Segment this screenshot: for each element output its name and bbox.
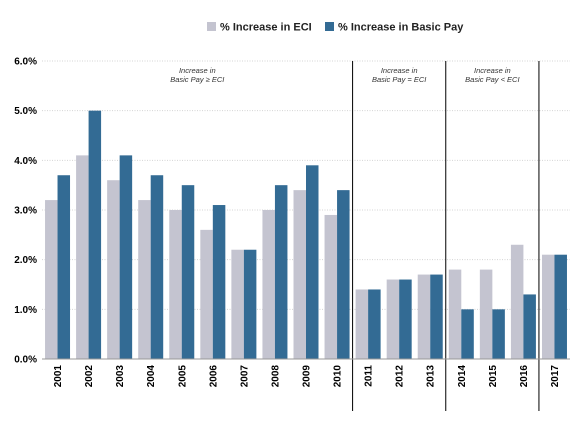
x-tick-label: 2013 bbox=[426, 365, 437, 388]
bar-basic-pay-2005 bbox=[181, 185, 195, 359]
x-tick-label: 2007 bbox=[239, 365, 250, 388]
bar-eci-2013 bbox=[417, 274, 431, 359]
x-tick-label: 2001 bbox=[53, 365, 64, 388]
bar-basic-pay-2011 bbox=[368, 289, 381, 359]
annotation-line2: Basic Pay < ECI bbox=[465, 75, 519, 84]
period-dividers bbox=[352, 61, 540, 411]
bar-eci-2011 bbox=[355, 289, 369, 359]
x-tick-label: 2009 bbox=[302, 365, 313, 388]
x-tick-label: 2002 bbox=[84, 365, 95, 388]
bar-basic-pay-2013 bbox=[430, 274, 443, 359]
annotation-line1: Increase in bbox=[474, 66, 511, 75]
legend-label: % Increase in Basic Pay bbox=[338, 22, 464, 34]
legend-swatch bbox=[207, 22, 216, 31]
bar-eci-2003 bbox=[107, 180, 120, 359]
x-axis: 2001 2002 2003 2004 2005 2006 2007 2008 2009 2010… bbox=[42, 358, 570, 388]
bar-eci-2016 bbox=[510, 244, 524, 359]
x-tick-label: 2008 bbox=[270, 365, 281, 388]
bar-basic-pay-2010 bbox=[337, 190, 350, 359]
x-tick-label: 2014 bbox=[457, 365, 468, 388]
bar-eci-2014 bbox=[448, 269, 462, 359]
y-tick-label: 4.0% bbox=[14, 156, 37, 167]
x-tick-label: 2004 bbox=[146, 365, 157, 388]
legend-label: % Increase in ECI bbox=[220, 22, 312, 34]
x-tick-label: 2010 bbox=[333, 365, 344, 388]
x-tick-label: 2017 bbox=[550, 365, 561, 388]
bar-basic-pay-2009 bbox=[306, 165, 319, 359]
y-tick-label: 2.0% bbox=[14, 255, 37, 266]
bar-eci-2009 bbox=[293, 190, 306, 359]
bar-basic-pay-2004 bbox=[150, 175, 164, 359]
x-tick-label: 2015 bbox=[488, 365, 499, 388]
bar-basic-pay-2015 bbox=[492, 309, 505, 359]
bar-basic-pay-2017 bbox=[554, 254, 567, 359]
bar-basic-pay-2003 bbox=[119, 155, 133, 359]
bars bbox=[45, 110, 567, 360]
y-axis: 0.0% 1.0% 2.0% 3.0% 4.0% 5.0% 6.0% bbox=[14, 57, 37, 366]
bar-basic-pay-2012 bbox=[399, 279, 412, 359]
x-tick-label: 2005 bbox=[177, 365, 188, 388]
y-tick-label: 0.0% bbox=[14, 355, 37, 366]
legend-swatch bbox=[325, 22, 334, 31]
bar-basic-pay-2016 bbox=[523, 294, 536, 359]
annotation-line2: Basic Pay ≥ ECI bbox=[170, 75, 224, 84]
bar-eci-2007 bbox=[231, 249, 244, 359]
bar-eci-2005 bbox=[169, 210, 182, 359]
y-tick-label: 1.0% bbox=[14, 305, 37, 316]
x-tick-label: 2016 bbox=[519, 365, 530, 388]
x-tick-label: 2012 bbox=[395, 365, 406, 388]
bar-basic-pay-2014 bbox=[461, 309, 474, 359]
bar-basic-pay-2008 bbox=[274, 185, 288, 359]
x-tick-label: 2006 bbox=[208, 365, 219, 388]
y-tick-label: 3.0% bbox=[14, 206, 37, 217]
x-tick-label: 2011 bbox=[364, 365, 375, 387]
legend: % Increase in ECI % Increase in Basic Pay bbox=[207, 22, 464, 34]
bar-eci-2017 bbox=[541, 254, 555, 359]
bar-basic-pay-2007 bbox=[243, 249, 257, 359]
bar-eci-2010 bbox=[324, 214, 338, 359]
y-tick-label: 5.0% bbox=[14, 106, 37, 117]
bar-eci-2006 bbox=[200, 229, 213, 359]
bar-basic-pay-2001 bbox=[57, 175, 71, 359]
y-tick-label: 6.0% bbox=[14, 57, 37, 68]
bar-eci-2008 bbox=[262, 210, 275, 359]
bar-eci-2001 bbox=[45, 200, 58, 359]
bar-basic-pay-2006 bbox=[212, 205, 226, 359]
bar-basic-pay-2002 bbox=[88, 110, 102, 360]
bar-eci-2004 bbox=[138, 200, 151, 359]
annotation-line1: Increase in bbox=[381, 66, 418, 75]
bar-eci-2002 bbox=[76, 155, 89, 359]
bar-eci-2015 bbox=[479, 269, 493, 359]
x-tick-label: 2003 bbox=[115, 365, 126, 388]
annotation-line1: Increase in bbox=[179, 66, 216, 75]
bar-eci-2012 bbox=[386, 279, 400, 359]
annotation-line2: Basic Pay = ECI bbox=[372, 75, 426, 84]
